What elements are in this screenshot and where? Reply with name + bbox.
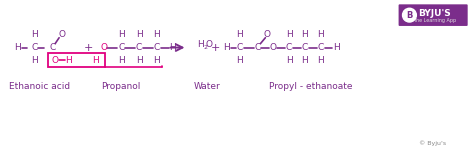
Text: H: H (136, 56, 142, 65)
Text: H: H (118, 56, 125, 65)
Text: +: + (210, 43, 220, 53)
Text: H: H (333, 43, 340, 52)
FancyBboxPatch shape (399, 4, 468, 26)
Text: O: O (270, 43, 277, 52)
Text: H: H (92, 56, 99, 65)
Text: Ethanoic acid: Ethanoic acid (9, 82, 70, 91)
Text: H: H (14, 43, 21, 52)
Text: H: H (286, 56, 292, 65)
Text: C: C (237, 43, 243, 52)
Text: The Learning App: The Learning App (412, 17, 456, 23)
Text: H: H (118, 30, 125, 39)
Text: C: C (49, 43, 55, 52)
Text: H: H (154, 30, 160, 39)
Bar (48, 53, 106, 67)
Text: Propyl - ethanoate: Propyl - ethanoate (269, 82, 353, 91)
Text: C: C (255, 43, 261, 52)
Text: C: C (318, 43, 324, 52)
Text: © Byju's: © Byju's (419, 140, 447, 146)
Circle shape (402, 8, 416, 22)
Text: +: + (84, 43, 93, 53)
Text: H: H (154, 56, 160, 65)
Text: O: O (264, 30, 271, 39)
Text: H: H (31, 30, 38, 39)
Text: O: O (100, 43, 107, 52)
Text: O: O (52, 56, 59, 65)
Text: C: C (31, 43, 37, 52)
Text: B: B (406, 11, 413, 20)
Text: H: H (169, 43, 176, 52)
Text: C: C (154, 43, 160, 52)
Text: H: H (65, 56, 73, 65)
Text: C: C (302, 43, 308, 52)
Text: C: C (136, 43, 142, 52)
Text: H: H (301, 56, 308, 65)
Text: H: H (317, 30, 324, 39)
Text: H: H (301, 30, 308, 39)
Text: H: H (31, 56, 38, 65)
Text: H: H (286, 30, 292, 39)
Text: Propanol: Propanol (101, 82, 141, 91)
Text: H: H (224, 43, 230, 52)
Text: O: O (59, 30, 65, 39)
Text: Water: Water (194, 82, 220, 91)
Text: H: H (136, 30, 142, 39)
Text: H: H (237, 56, 243, 65)
Text: H: H (317, 56, 324, 65)
Text: H: H (197, 40, 204, 49)
Text: BYJU'S: BYJU'S (418, 9, 450, 18)
Text: H: H (237, 30, 243, 39)
Text: 2: 2 (203, 45, 207, 50)
Text: C: C (286, 43, 292, 52)
Text: C: C (118, 43, 124, 52)
Text: O: O (206, 40, 213, 49)
